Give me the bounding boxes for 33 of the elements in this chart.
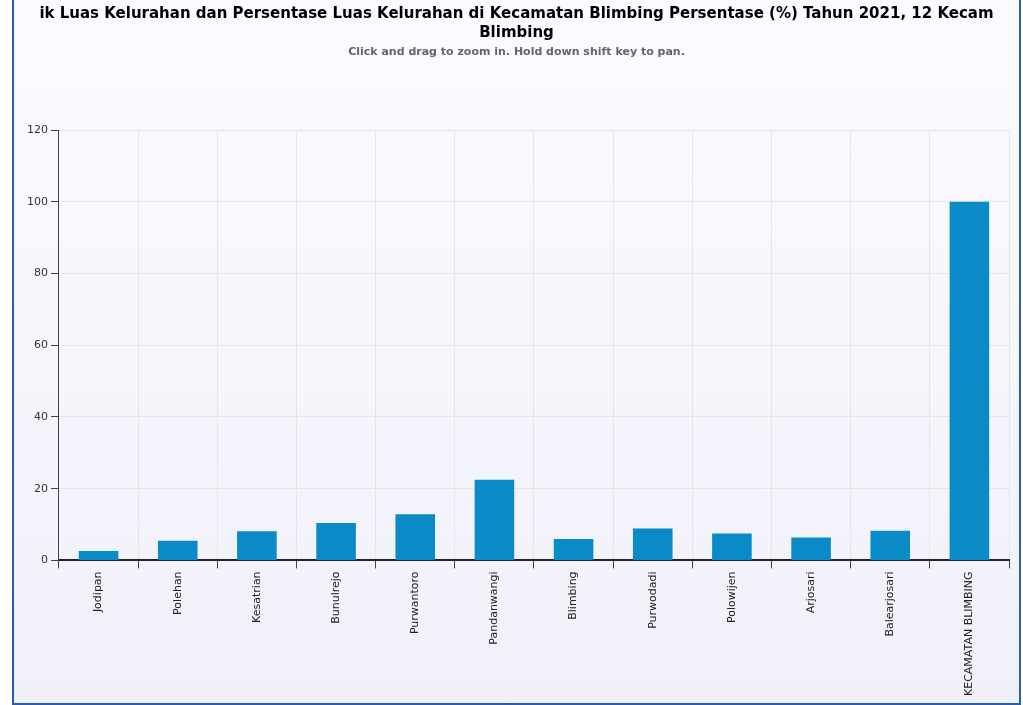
bar bbox=[632, 528, 673, 560]
bar bbox=[395, 514, 436, 560]
x-tick-label: Bunulrejo bbox=[328, 571, 342, 624]
bar bbox=[78, 551, 119, 560]
x-tick-label: Kesatrian bbox=[249, 571, 263, 623]
y-tick-label: 100 bbox=[27, 194, 48, 208]
bar bbox=[791, 537, 831, 560]
y-tick-label: 60 bbox=[34, 338, 48, 352]
x-tick-label: Blimbing bbox=[566, 571, 580, 620]
bar bbox=[157, 540, 198, 560]
y-tick-label: 40 bbox=[34, 409, 48, 423]
x-tick-label: Balearjosari bbox=[883, 571, 897, 637]
y-tick-label: 20 bbox=[34, 481, 48, 495]
x-tick-label: Polowijen bbox=[724, 571, 738, 624]
chart-title: ik Luas Kelurahan dan Persentase Luas Kelurahan di Kecamatan Blimbing Persentase (%) Tahun 2021, 12 Kecam Blimbing bbox=[38, 4, 995, 42]
bar bbox=[474, 479, 515, 560]
x-tick-label: KECAMATAN BLIMBING bbox=[962, 571, 976, 697]
y-tick-label: 0 bbox=[41, 553, 48, 567]
x-tick-label: Pandanwangi bbox=[487, 571, 501, 645]
bar bbox=[870, 530, 911, 560]
bar bbox=[553, 538, 594, 560]
bar bbox=[712, 533, 752, 560]
y-tick-label: 80 bbox=[34, 266, 48, 280]
x-tick-label: Jodipan bbox=[91, 571, 105, 614]
bar bbox=[949, 201, 990, 560]
x-tick-label: Purwodadi bbox=[645, 571, 659, 629]
x-tick-label: Arjosari bbox=[803, 571, 817, 614]
x-tick-label: Purwantoro bbox=[408, 571, 422, 635]
bar bbox=[237, 531, 277, 560]
y-tick-label: 120 bbox=[27, 122, 48, 136]
bar bbox=[316, 523, 356, 560]
chart-subtitle: Click and drag to zoom in. Hold down shift key to pan. bbox=[347, 45, 686, 58]
x-tick-label: Polehan bbox=[170, 571, 184, 615]
